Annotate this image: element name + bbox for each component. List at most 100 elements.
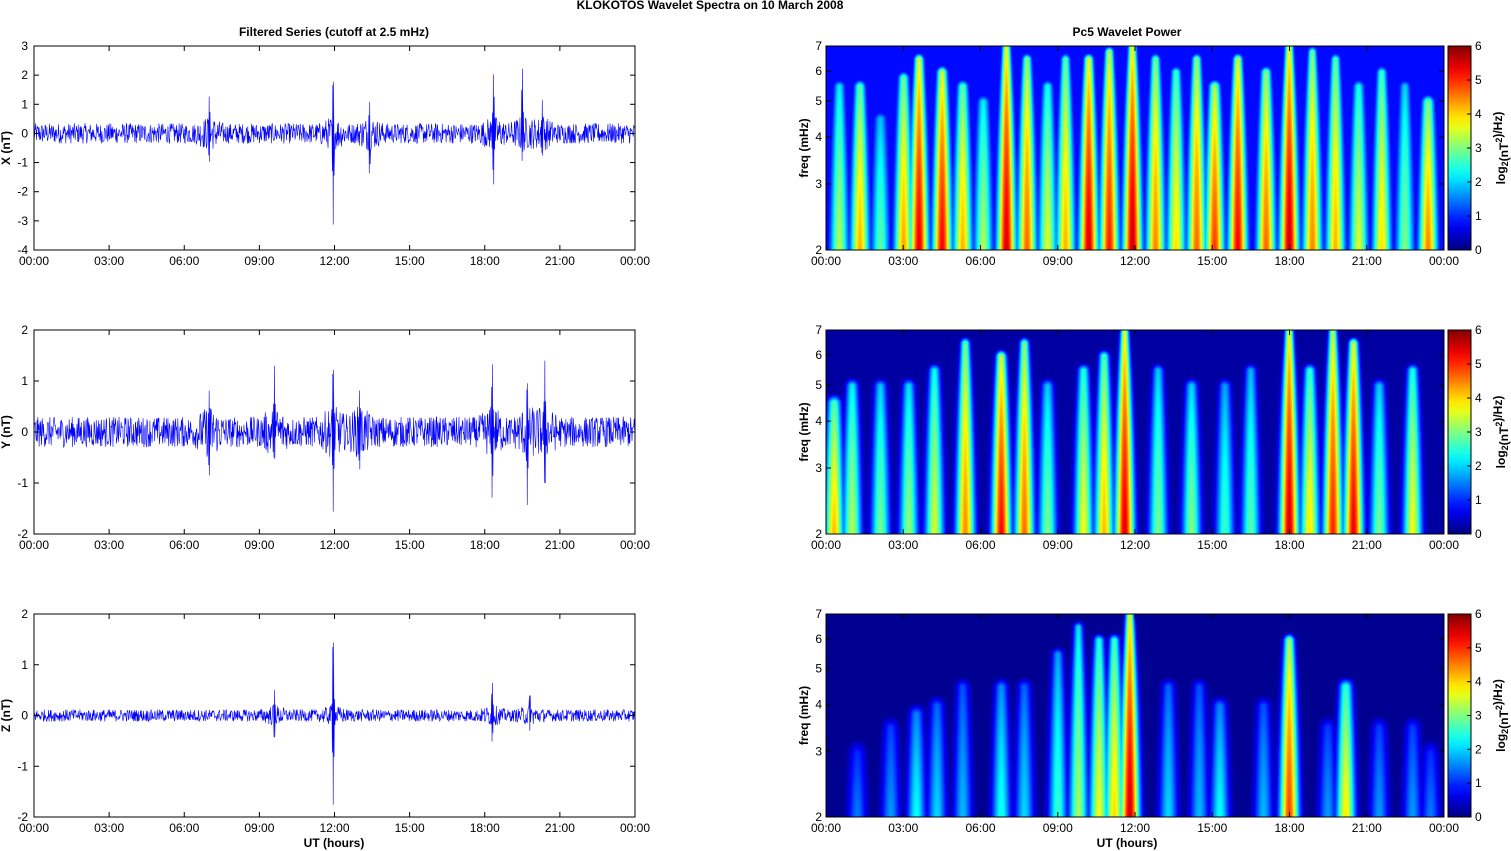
colorbar-tick-label: 6 (1475, 323, 1482, 337)
line-xtick-label: 09:00 (244, 821, 274, 835)
heatmap-xtick-label: 06:00 (965, 821, 995, 835)
heatmap-xtick-label: 03:00 (888, 538, 918, 552)
line-xtick-label: 15:00 (395, 538, 425, 552)
ytick-label: 2 (21, 323, 28, 337)
colorbar-label-part: 2 (1500, 161, 1510, 166)
line-xtick-label: 06:00 (169, 821, 199, 835)
heatmap-xtick-label: 18:00 (1274, 538, 1304, 552)
colorbar-label-part: (nT (1497, 426, 1511, 445)
y-axis-label: freq (mHz) (797, 402, 811, 461)
x-axis-label-right: UT (hours) (1097, 836, 1158, 850)
colorbar-label-part: log (1494, 450, 1508, 468)
right-column-title: Pc5 Wavelet Power (1073, 25, 1182, 39)
line-xtick-label: 18:00 (470, 821, 500, 835)
ytick-label: 5 (815, 94, 822, 108)
ytick-label: 2 (815, 810, 822, 824)
wavelet-power-raster (826, 46, 1444, 250)
colorbar-label: log2(nT2)/Hz) (1491, 396, 1511, 469)
y-axis-label: Y (nT) (0, 415, 13, 449)
ytick-label: 5 (815, 378, 822, 392)
heatmap-xtick-label: 12:00 (1120, 538, 1150, 552)
colorbar-label: log2(nT2)/Hz) (1491, 112, 1511, 185)
heatmap-xtick-label: 15:00 (1197, 538, 1227, 552)
line-xtick-label: 21:00 (545, 538, 575, 552)
line-xtick-label: 21:00 (545, 821, 575, 835)
heatmap-xtick-label: 15:00 (1197, 254, 1227, 268)
line-chart-z: -2 -1 0 1 2 00:00 03:00 06:00 09:00 12:00 15:00 18:… (0, 607, 650, 835)
colorbar-tick-label: 1 (1475, 776, 1482, 790)
colorbar-label-part: )/Hz) (1491, 396, 1505, 422)
ytick-label: 7 (815, 39, 822, 53)
wavelet-heatmap-x: 2 3 4 5 6 7 00:00 03:00 06:00 09:00 12:00 15:00 18:0… (797, 39, 1511, 268)
line-xtick-label: 15:00 (395, 254, 425, 268)
heatmap-xtick-label: 09:00 (1043, 254, 1073, 268)
ytick-label: -3 (17, 214, 28, 228)
line-xtick-label: 18:00 (470, 254, 500, 268)
colorbar-label-part: 2 (1494, 138, 1504, 143)
ytick-label: 4 (815, 414, 822, 428)
heatmap-xtick-label: 18:00 (1274, 821, 1304, 835)
wavelet-heatmap-z: 2 3 4 5 6 7 00:00 03:00 06:00 09:00 12:00 15:00 18:0… (797, 607, 1511, 835)
y-axis-label: Z (nT) (0, 699, 13, 732)
line-xtick-label: 18:00 (470, 538, 500, 552)
ytick-label: 2 (815, 243, 822, 257)
line-xtick-label: 21:00 (545, 254, 575, 268)
colorbar-label-part: 2 (1494, 705, 1504, 710)
ytick-label: -1 (17, 476, 28, 490)
heatmap-xtick-label: 12:00 (1120, 821, 1150, 835)
ytick-label: -1 (17, 156, 28, 170)
colorbar-tick-label: 1 (1475, 209, 1482, 223)
ytick-label: -2 (17, 527, 28, 541)
colorbar-tick-label: 2 (1475, 459, 1482, 473)
ytick-label: 6 (815, 348, 822, 362)
colorbar-label: log2(nT2)/Hz) (1491, 679, 1511, 752)
colorbar-label-part: (nT (1497, 710, 1511, 729)
ytick-label: 3 (815, 744, 822, 758)
line-xtick-label: 00:00 (620, 538, 650, 552)
line-xtick-label: 09:00 (244, 538, 274, 552)
signal-line (33, 68, 636, 225)
line-xtick-label: 12:00 (319, 254, 349, 268)
y-axis-label: freq (mHz) (797, 118, 811, 177)
x-axis-label-left: UT (hours) (304, 836, 365, 850)
y-axis-label: X (nT) (0, 131, 13, 165)
heatmap-xtick-label: 00:00 (1429, 821, 1459, 835)
heatmap-xtick-label: 06:00 (965, 538, 995, 552)
ytick-label: -4 (17, 243, 28, 257)
ytick-label: 2 (815, 527, 822, 541)
chart-panels: -4 -3 -2 -1 0 1 2 3 00:00 03:00 06:00 09:00 12:00 15:… (0, 39, 1511, 835)
ytick-label: 0 (21, 425, 28, 439)
colorbar-tick-label: 4 (1475, 675, 1482, 689)
colorbar-tick-label: 5 (1475, 641, 1482, 655)
heatmap-xtick-label: 06:00 (965, 254, 995, 268)
wavelet-power-raster (826, 330, 1444, 534)
line-xtick-label: 00:00 (19, 254, 49, 268)
figure-suptitle: KLOKOTOS Wavelet Spectra on 10 March 200… (577, 0, 844, 12)
line-chart-y: -2 -1 0 1 2 00:00 03:00 06:00 09:00 12:00 15:00 18:… (0, 323, 650, 552)
colorbar-tick-label: 5 (1475, 357, 1482, 371)
ytick-label: 3 (815, 461, 822, 475)
colorbar-label-part: log (1494, 734, 1508, 752)
ytick-label: 2 (21, 68, 28, 82)
heatmap-xtick-label: 18:00 (1274, 254, 1304, 268)
heatmap-xtick-label: 03:00 (888, 254, 918, 268)
line-xtick-label: 12:00 (319, 538, 349, 552)
colorbar-tick-label: 2 (1475, 742, 1482, 756)
colorbar-tick-label: 3 (1475, 425, 1482, 439)
colorbar-label-part: log (1494, 166, 1508, 184)
heatmap-xtick-label: 21:00 (1352, 254, 1382, 268)
heatmap-xtick-label: 09:00 (1043, 821, 1073, 835)
heatmap-xtick-label: 12:00 (1120, 254, 1150, 268)
colorbar-tick-label: 0 (1475, 810, 1482, 824)
line-xtick-label: 03:00 (94, 538, 124, 552)
ytick-label: 5 (815, 662, 822, 676)
ytick-label: 4 (815, 130, 822, 144)
colorbar-tick-label: 6 (1475, 39, 1482, 53)
colorbar-tick-label: 0 (1475, 527, 1482, 541)
ytick-label: -2 (17, 185, 28, 199)
line-xtick-label: 09:00 (244, 254, 274, 268)
colorbar-tick-label: 4 (1475, 107, 1482, 121)
